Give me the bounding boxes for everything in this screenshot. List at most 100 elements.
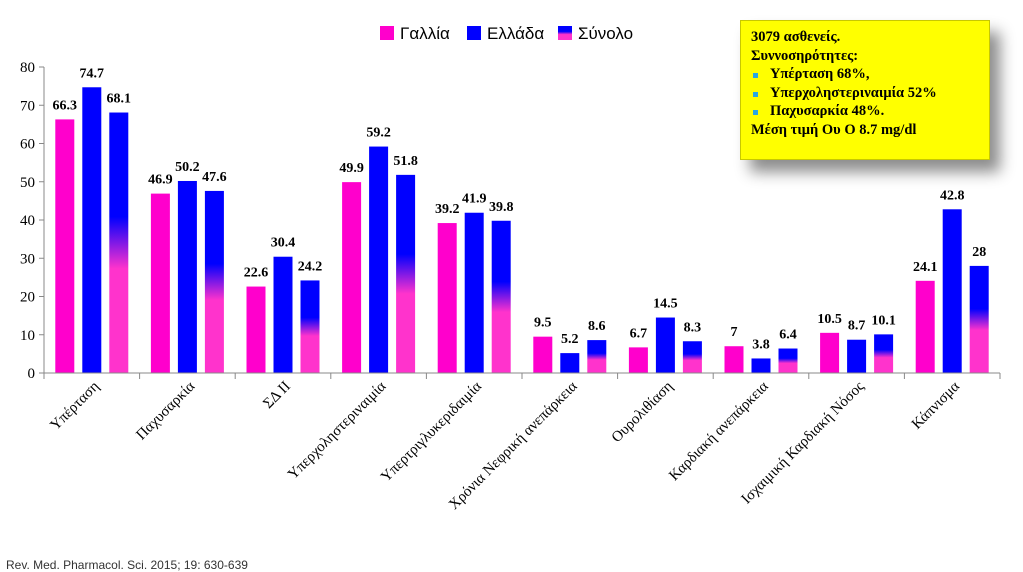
data-label: 10.5: [817, 312, 842, 327]
y-tick-label: 80: [20, 60, 35, 76]
legend-label: Σύνολο: [578, 24, 633, 43]
data-label: 66.3: [53, 98, 78, 113]
data-label: 24.2: [298, 259, 323, 274]
y-tick-label: 70: [20, 98, 35, 114]
bar-france: [820, 332, 840, 373]
bar-total: [587, 340, 607, 373]
legend-label: Γαλλία: [400, 24, 450, 43]
bar-greece: [464, 212, 484, 373]
bullet-icon: [753, 91, 758, 97]
data-label: 42.8: [940, 188, 965, 203]
y-tick-label: 40: [20, 213, 35, 229]
x-category-label: Υπερχοληστεριναιμία: [285, 378, 389, 482]
x-axis: Υπέρταση Παχυσαρκία ΣΔ ΙΙΥπερχοληστεριναιμ…: [43, 372, 1001, 513]
bar-france: [533, 336, 553, 373]
data-label: 10.1: [871, 313, 896, 328]
y-tick-label: 10: [20, 328, 35, 344]
data-label: 14.5: [653, 297, 678, 312]
legend-swatch: [558, 26, 572, 40]
legend-label: Ελλάδα: [487, 24, 544, 43]
legend-swatch: [467, 26, 481, 40]
data-label: 51.8: [393, 154, 418, 169]
x-category-label: ΣΔ ΙΙ: [260, 379, 293, 412]
x-category-label: Υπερτριγλυκεριδαιμία: [378, 378, 485, 485]
data-label: 39.8: [489, 200, 514, 215]
bar-total: [204, 190, 224, 373]
x-category-label: Υπέρταση: [47, 378, 102, 433]
bar-france: [915, 280, 935, 373]
bar-france: [437, 223, 457, 373]
data-label: 24.1: [913, 260, 938, 275]
bar-greece: [273, 256, 293, 373]
data-label: 68.1: [107, 92, 132, 107]
bar-total: [682, 341, 702, 373]
y-tick-label: 0: [28, 366, 36, 382]
data-label: 7: [731, 325, 738, 340]
bar-total: [778, 348, 798, 373]
data-label: 5.2: [561, 332, 579, 347]
bar-greece: [847, 339, 867, 373]
bullet-icon: [753, 110, 758, 115]
bar-france: [246, 286, 266, 373]
data-label: 6.7: [630, 326, 648, 341]
bar-total: [109, 112, 129, 373]
info-bullet-item: Υπερχοληστεριναιμία 52%: [751, 84, 979, 103]
data-label: 59.2: [366, 126, 391, 141]
bar-total: [491, 220, 511, 373]
legend: Γαλλία Ελλάδα Σύνολο: [380, 24, 633, 43]
bar-greece: [369, 146, 389, 373]
bars: [55, 87, 989, 374]
bar-greece: [560, 353, 580, 373]
value-labels: 66.3 74.768.1 46.950.247.6 22.630.424.2 49.9…: [53, 66, 987, 352]
bar-greece: [942, 209, 962, 373]
x-category-label: Ουρολιθίαση: [609, 378, 677, 446]
data-label: 9.5: [534, 316, 552, 331]
data-label: 8.6: [588, 319, 606, 334]
info-line-patients: 3079 ασθενείς.: [751, 29, 841, 45]
data-label: 8.7: [848, 319, 866, 334]
source-citation: Rev. Med. Pharmacol. Sci. 2015; 19: 630-…: [6, 558, 248, 572]
bar-greece: [82, 87, 102, 374]
legend-swatch: [380, 26, 394, 40]
bar-france: [628, 347, 648, 373]
bar-france: [55, 119, 75, 373]
bar-france: [724, 346, 744, 373]
data-label: 30.4: [271, 236, 296, 251]
data-label: 49.9: [339, 161, 364, 176]
bar-total: [396, 174, 416, 373]
data-label: 74.7: [80, 66, 105, 81]
data-label: 8.3: [684, 320, 702, 335]
bar-greece: [751, 358, 771, 373]
data-label: 47.6: [202, 170, 227, 185]
info-bullet-item: Υπέρταση 68%,: [751, 65, 979, 84]
info-box: 3079 ασθενείς. Συννοσηρότητες: Υπέρταση …: [740, 20, 990, 160]
x-category-label: Καρδιακή ανεπάρκεια: [666, 378, 772, 484]
y-tick-label: 20: [20, 290, 35, 306]
data-label: 28: [972, 245, 986, 260]
info-bullet-item: Παχυσαρκία 48%.: [751, 102, 979, 121]
y-tick-label: 30: [20, 251, 35, 267]
info-line-mean-value: Μέση τιμή Ου Ο 8.7 mg/dl: [751, 121, 917, 138]
y-axis: 0 10 20 30 40 50 60 70 80: [20, 60, 45, 382]
x-category-label: Κάπνισμα: [909, 378, 963, 432]
bar-greece: [177, 180, 197, 373]
bullet-icon: [753, 73, 758, 78]
bar-total: [969, 265, 989, 373]
bar-total: [874, 334, 894, 373]
data-label: 6.4: [779, 328, 797, 343]
data-label: 3.8: [752, 337, 770, 352]
data-label: 39.2: [435, 202, 460, 217]
bar-france: [150, 193, 170, 373]
y-tick-label: 60: [20, 137, 35, 153]
bar-total: [300, 280, 320, 373]
y-tick-label: 50: [20, 175, 35, 191]
info-line-comorbidities: Συννοσηρότητες:: [751, 47, 859, 64]
bar-greece: [655, 317, 675, 373]
data-label: 50.2: [175, 160, 200, 175]
data-label: 41.9: [462, 192, 487, 207]
x-category-label: Παχυσαρκία: [133, 378, 198, 443]
bar-france: [342, 182, 362, 373]
data-label: 46.9: [148, 173, 173, 188]
data-label: 22.6: [244, 266, 269, 281]
